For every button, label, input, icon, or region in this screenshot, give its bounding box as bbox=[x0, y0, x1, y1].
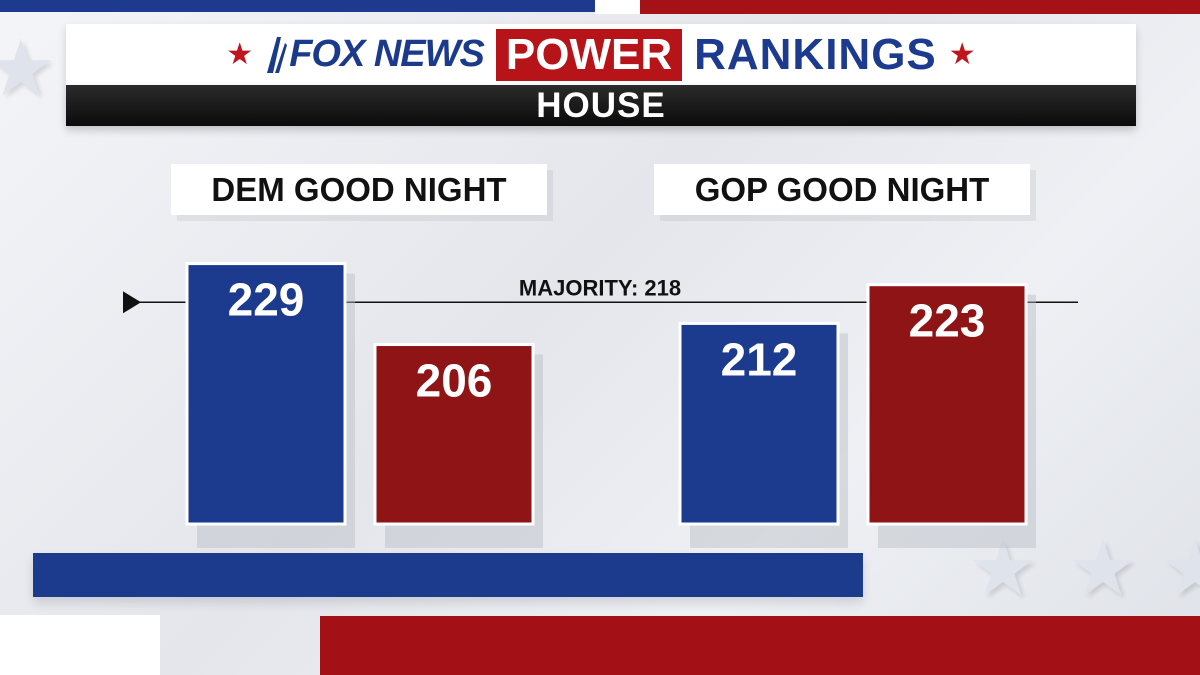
fox-news-logo: FOX NEWS bbox=[265, 33, 485, 76]
top-white-stripe bbox=[595, 0, 640, 14]
bar-value-label: 229 bbox=[228, 274, 305, 326]
top-red-stripe bbox=[640, 0, 1200, 14]
right-star-icon: ★ bbox=[948, 36, 976, 72]
chamber-title: HOUSE bbox=[66, 85, 1136, 126]
left-star-icon: ★ bbox=[226, 36, 254, 72]
power-label: POWER bbox=[495, 28, 683, 81]
scenario-label-dem: DEM GOOD NIGHT bbox=[171, 164, 547, 215]
title-banner: ★ FOX NEWS POWER RANKINGS ★ bbox=[66, 24, 1136, 85]
bar-value-label: 212 bbox=[721, 333, 798, 385]
bottom-blue-stripe bbox=[33, 553, 863, 597]
top-blue-stripe bbox=[0, 0, 595, 12]
network-name: FOX NEWS bbox=[289, 33, 485, 75]
bottom-white-stripe bbox=[0, 615, 160, 675]
bar bbox=[866, 283, 1028, 526]
bar bbox=[185, 262, 347, 526]
majority-pointer-icon bbox=[123, 291, 141, 314]
searchlight-icon bbox=[267, 36, 288, 73]
bar-value-label: 206 bbox=[416, 355, 493, 407]
background-star-icon: ★ bbox=[968, 524, 1038, 614]
majority-label: MAJORITY: 218 bbox=[519, 275, 681, 300]
bar-value-label: 223 bbox=[909, 295, 986, 347]
scenario-label-gop: GOP GOOD NIGHT bbox=[654, 164, 1030, 215]
background-star-icon: ★ bbox=[0, 24, 56, 114]
background-star-icon: ★ bbox=[1160, 524, 1200, 614]
bar bbox=[373, 343, 535, 526]
bottom-red-stripe bbox=[320, 616, 1200, 675]
bar bbox=[678, 321, 840, 526]
background-star-icon: ★ bbox=[1068, 524, 1138, 614]
rankings-label: RANKINGS bbox=[694, 29, 937, 79]
